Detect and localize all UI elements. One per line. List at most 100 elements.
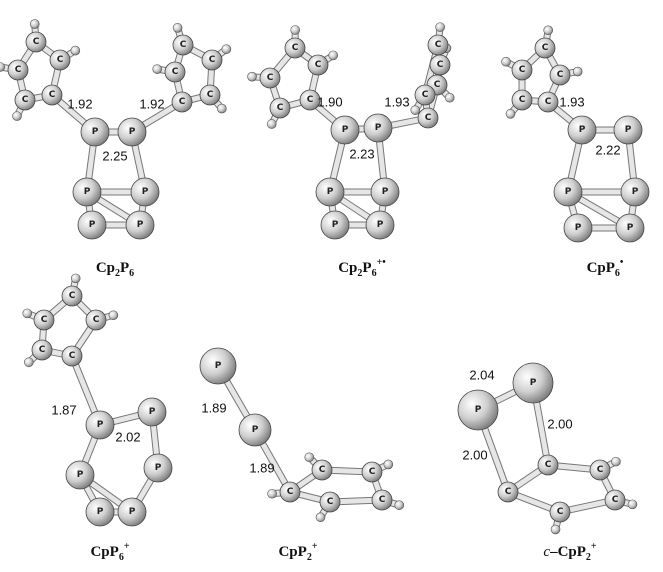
atom-label: C <box>519 65 526 75</box>
atom-label: P <box>565 187 572 197</box>
hydrogen <box>24 358 33 367</box>
atom-label: C <box>180 40 187 50</box>
hydrogen <box>109 311 118 320</box>
atom-label: P <box>129 127 136 137</box>
caption: Cp2P6 <box>96 260 134 279</box>
hydrogen <box>506 109 515 118</box>
bond-length: 1.92 <box>139 97 164 112</box>
atom-label: C <box>267 73 274 83</box>
atom-label: P <box>89 220 96 230</box>
bond-length: 1.93 <box>384 95 409 110</box>
hydrogen <box>173 23 182 32</box>
bond-length: 1.93 <box>559 95 584 110</box>
atom-label: C <box>422 90 429 100</box>
atom-label: C <box>434 80 441 90</box>
atom-label: C <box>435 40 442 50</box>
hydrogen <box>71 274 80 283</box>
caption-part: 6 <box>129 268 134 279</box>
bond-length: 1.87 <box>51 403 76 418</box>
caption-part: Cp <box>338 260 357 276</box>
atom-label: C <box>315 60 322 70</box>
atom-label: C <box>425 113 432 123</box>
caption-part: 6 <box>615 268 620 279</box>
atom-label: C <box>292 43 299 53</box>
atom-label: P <box>632 187 639 197</box>
atom-label: C <box>172 67 179 77</box>
caption: CpP6• <box>587 257 624 279</box>
hydrogen <box>316 513 325 522</box>
caption-part: + <box>591 541 597 552</box>
bond-length: 1.90 <box>317 95 342 110</box>
hydrogen <box>544 26 553 35</box>
atom-label: C <box>505 487 512 497</box>
atom-label: C <box>39 345 46 355</box>
hydrogen <box>291 26 300 35</box>
bond-length: 2.22 <box>595 143 620 158</box>
caption: CpP2+ <box>278 541 317 563</box>
atom-label: P <box>575 223 582 233</box>
hydrogen <box>30 20 39 29</box>
hydrogen <box>248 72 257 81</box>
atom-label: P <box>579 125 586 135</box>
atom-label: P <box>97 507 104 517</box>
caption-part: +• <box>377 257 387 268</box>
atom-label: C <box>557 507 564 517</box>
caption-part: P <box>120 260 129 276</box>
atom-label: P <box>475 405 482 415</box>
atom-label: C <box>557 70 564 80</box>
atom-label: P <box>252 425 259 435</box>
caption-part: CpP <box>587 260 615 276</box>
atom-label: P <box>97 420 104 430</box>
atom-label: C <box>57 55 64 65</box>
atom-label: P <box>375 123 382 133</box>
caption-part: 6 <box>372 268 377 279</box>
bond-length: 2.00 <box>462 448 487 463</box>
bond-length: 1.89 <box>201 401 226 416</box>
caption-part: + <box>124 541 130 552</box>
caption-part: 6 <box>119 552 124 563</box>
bond-length: 2.04 <box>469 368 494 383</box>
atom-label: C <box>93 315 100 325</box>
atom-label: P <box>155 463 162 473</box>
atom-label: C <box>277 103 284 113</box>
atom-label: P <box>92 127 99 137</box>
atom-label: P <box>332 220 339 230</box>
atom-label: C <box>319 465 326 475</box>
caption-part: + <box>312 541 318 552</box>
atom-label: P <box>77 470 84 480</box>
hydrogen <box>395 501 404 510</box>
atom-label: C <box>287 487 294 497</box>
hydrogen <box>411 106 420 115</box>
caption-part: P <box>362 260 371 276</box>
caption-part: Cp <box>96 260 115 276</box>
caption-part: –CpP <box>549 544 586 560</box>
hydrogen <box>445 93 454 102</box>
hydrogen <box>23 309 32 318</box>
hydrogen <box>551 525 560 534</box>
hydrogen <box>153 65 162 74</box>
atom-label: C <box>207 90 214 100</box>
atom-label: P <box>129 507 136 517</box>
atom-label: P <box>84 187 91 197</box>
hydrogen <box>573 67 582 76</box>
atom-label: P <box>530 378 537 388</box>
bond-length: 2.25 <box>102 149 127 164</box>
atom-label: C <box>15 65 22 75</box>
atom-label: C <box>307 95 314 105</box>
atom-label: C <box>545 460 552 470</box>
atom-label: P <box>327 187 334 197</box>
caption-part: CpP <box>90 544 118 560</box>
bond-length: 2.02 <box>115 430 140 445</box>
bond-length: 2.00 <box>547 417 572 432</box>
caption: CpP6+ <box>90 541 129 563</box>
caption: Cp2P6+• <box>338 257 386 279</box>
atom-label: C <box>209 55 216 65</box>
atom-label: C <box>69 291 76 301</box>
atom-label: C <box>69 351 76 361</box>
hydrogen <box>628 500 637 509</box>
atom-label: C <box>179 97 186 107</box>
atom-label: C <box>542 43 549 53</box>
hydrogen <box>305 453 314 462</box>
hydrogen <box>267 119 276 128</box>
atom-label: C <box>437 60 444 70</box>
